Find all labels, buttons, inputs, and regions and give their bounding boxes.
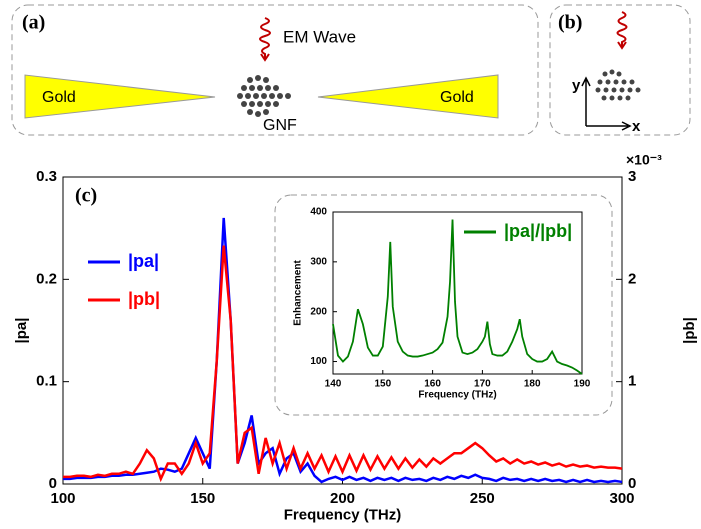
em-wave-label: EM Wave [283, 27, 356, 46]
em-wave-icon [616, 11, 628, 50]
x-tick-label: 150 [374, 379, 391, 390]
y2-tick-label: 0 [628, 475, 636, 492]
gold-label: Gold [440, 89, 474, 106]
legend-label: |pb| [128, 289, 160, 309]
inset-plot-frame [332, 211, 583, 375]
gnf-flake [595, 69, 641, 101]
y-tick-label: 0.3 [36, 168, 57, 185]
series-line [63, 217, 623, 484]
x-axis-label: Frequency (THz) [284, 506, 402, 523]
y-tick-label: 400 [310, 207, 327, 218]
gnf-label: GNF [263, 117, 297, 134]
x-tick-label: 200 [330, 490, 355, 507]
panel-label: (b) [558, 12, 582, 34]
panel-a-frame [11, 4, 539, 136]
y2-tick-label: 2 [628, 270, 636, 287]
x-tick-label: 160 [424, 379, 441, 390]
x-tick-label: 300 [609, 490, 634, 507]
gold-label: Gold [42, 89, 76, 106]
x-tick-label: 140 [325, 379, 342, 390]
em-wave-icon [259, 17, 271, 62]
y2-tick-label: 3 [628, 168, 636, 185]
x-tick-label: 150 [190, 490, 215, 507]
y-tick-label: 200 [310, 306, 327, 317]
x-tick-label: 180 [524, 379, 541, 390]
panel-label: (c) [75, 185, 97, 207]
series-line [332, 219, 583, 375]
axis-name: y [572, 77, 581, 94]
x-tick-label: 170 [474, 379, 491, 390]
y2-multiplier: ×10⁻³ [626, 152, 662, 168]
y-tick-label: 300 [310, 256, 327, 267]
gold-left [24, 74, 216, 119]
x-tick-label: 190 [574, 379, 591, 390]
y-tick-label: 0 [49, 475, 57, 492]
x-tick-label: 250 [470, 490, 495, 507]
x-axis-label: Frequency (THz) [418, 390, 496, 401]
y-axis-label: Enhancement [293, 260, 304, 326]
series-line [63, 245, 623, 483]
inset-frame [274, 194, 613, 416]
axes-icon [581, 76, 632, 131]
legend-label: |pa|/|pb| [504, 221, 572, 241]
gnf-flake [237, 75, 291, 117]
legend-label: |pa| [128, 251, 159, 271]
y-tick-label: 100 [310, 356, 327, 367]
y-axis-label: |pa| [13, 318, 30, 344]
y-tick-label: 0.1 [36, 373, 57, 390]
y2-axis-label: |pb| [681, 317, 698, 344]
gold-right [317, 74, 499, 119]
panel-b-frame [549, 4, 691, 136]
panel-label: (a) [22, 12, 45, 34]
y2-tick-label: 1 [628, 373, 636, 390]
x-tick-label: 100 [50, 490, 75, 507]
axis-name: x [632, 118, 641, 135]
y-tick-label: 0.2 [36, 270, 57, 287]
